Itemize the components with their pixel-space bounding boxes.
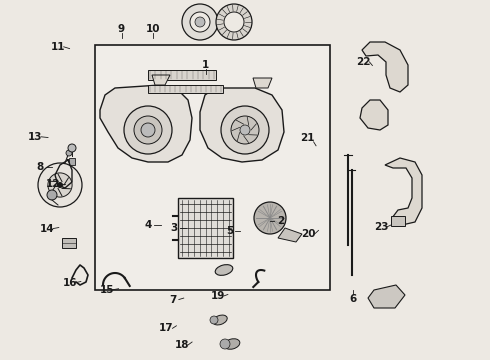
- Circle shape: [224, 12, 244, 32]
- Circle shape: [254, 202, 286, 234]
- Text: 7: 7: [169, 294, 176, 305]
- Bar: [62, 238, 76, 248]
- Circle shape: [38, 163, 82, 207]
- Bar: [95, 45, 330, 290]
- Text: 5: 5: [226, 226, 233, 236]
- Polygon shape: [253, 78, 272, 88]
- Circle shape: [68, 144, 76, 152]
- Text: 21: 21: [300, 132, 315, 143]
- Polygon shape: [362, 42, 408, 92]
- Bar: [148, 85, 223, 93]
- Circle shape: [48, 173, 72, 197]
- Circle shape: [221, 106, 269, 154]
- Text: 20: 20: [301, 229, 316, 239]
- Text: 19: 19: [211, 291, 225, 301]
- Circle shape: [220, 339, 230, 349]
- Text: 16: 16: [62, 278, 77, 288]
- Circle shape: [240, 125, 250, 135]
- Text: 1: 1: [202, 60, 209, 70]
- Polygon shape: [200, 88, 284, 162]
- Text: 11: 11: [50, 42, 65, 52]
- Bar: [178, 198, 233, 258]
- Polygon shape: [360, 100, 388, 130]
- Polygon shape: [152, 75, 170, 85]
- Text: 13: 13: [28, 132, 43, 142]
- Circle shape: [124, 106, 172, 154]
- Polygon shape: [100, 85, 192, 162]
- Text: 14: 14: [40, 224, 54, 234]
- Circle shape: [66, 150, 72, 156]
- Text: 10: 10: [146, 24, 160, 34]
- Text: 22: 22: [356, 57, 371, 67]
- Text: 17: 17: [159, 323, 174, 333]
- Text: 3: 3: [171, 222, 177, 233]
- Polygon shape: [278, 228, 302, 242]
- Circle shape: [134, 116, 162, 144]
- Bar: [69, 158, 75, 165]
- Circle shape: [210, 316, 218, 324]
- Circle shape: [47, 190, 57, 200]
- Text: 4: 4: [144, 220, 152, 230]
- Circle shape: [231, 116, 259, 144]
- Text: 15: 15: [99, 285, 114, 295]
- Circle shape: [190, 12, 210, 32]
- Circle shape: [57, 182, 63, 188]
- Bar: [148, 70, 216, 80]
- Text: 23: 23: [374, 222, 389, 232]
- Ellipse shape: [213, 315, 227, 325]
- Ellipse shape: [224, 339, 240, 349]
- Circle shape: [141, 123, 155, 137]
- Circle shape: [216, 4, 252, 40]
- Polygon shape: [385, 158, 422, 225]
- Circle shape: [195, 17, 205, 27]
- Text: 9: 9: [118, 24, 125, 34]
- Text: 12: 12: [46, 179, 60, 189]
- Ellipse shape: [215, 265, 233, 275]
- Text: 18: 18: [175, 340, 190, 350]
- Text: 8: 8: [37, 162, 44, 172]
- Text: 6: 6: [349, 294, 356, 304]
- Polygon shape: [368, 285, 405, 308]
- Bar: [391, 216, 405, 226]
- Circle shape: [182, 4, 218, 40]
- Text: 2: 2: [277, 216, 284, 226]
